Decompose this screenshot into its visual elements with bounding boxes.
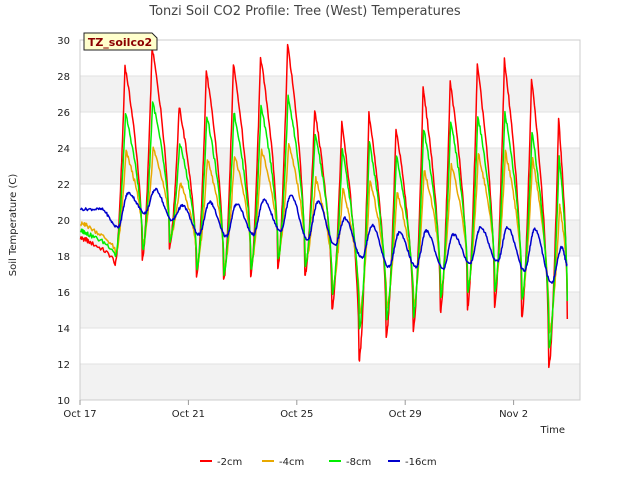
series-line-2cm [79, 43, 569, 369]
series-layer [79, 43, 569, 369]
x-axis-title: Time [540, 425, 565, 436]
grid-band [80, 148, 580, 184]
y-tick-label: 18 [57, 252, 70, 263]
y-tick-label: 16 [57, 288, 70, 299]
y-tick-label: 24 [57, 144, 70, 155]
grid-band [80, 364, 580, 400]
x-tick-label: Oct 17 [63, 409, 96, 420]
y-tick-label: 26 [57, 108, 70, 119]
legend-label: -4cm [279, 457, 304, 468]
x-axis-ticks: Oct 17 Oct 21 Oct 25 Oct 29 Nov 2 [63, 400, 528, 420]
legend: -2cm -4cm -8cm -16cm [200, 457, 437, 468]
y-tick-label: 20 [57, 216, 70, 227]
y-tick-label: 22 [57, 180, 70, 191]
chart-title: Tonzi Soil CO2 Profile: Tree (West) Temp… [148, 4, 461, 19]
series-tag-label: TZ_soilco2 [88, 36, 152, 49]
y-tick-label: 12 [57, 360, 70, 371]
y-tick-label: 28 [57, 72, 70, 83]
legend-label: -8cm [346, 457, 371, 468]
x-tick-label: Oct 25 [280, 409, 313, 420]
series-line-16cm [79, 187, 568, 284]
x-tick-label: Nov 2 [499, 409, 528, 420]
y-axis-ticks: 10 12 14 16 18 20 22 24 26 28 30 [57, 36, 70, 407]
grid-bands [80, 76, 580, 400]
legend-label: -16cm [405, 457, 437, 468]
legend-label: -2cm [217, 457, 242, 468]
x-tick-label: Oct 21 [172, 409, 205, 420]
x-tick-label: Oct 29 [389, 409, 422, 420]
y-axis-title: Soil Temperature (C) [8, 174, 19, 277]
y-tick-label: 30 [57, 36, 70, 47]
series-tag-box [83, 32, 158, 51]
grid-band [80, 292, 580, 328]
grid-band [80, 76, 580, 112]
y-tick-label: 14 [57, 324, 70, 335]
y-tick-label: 10 [57, 396, 70, 407]
series-line-8cm [79, 94, 569, 349]
series-tag: TZ_soilco2 [83, 32, 158, 51]
plot-frame [79, 39, 581, 401]
